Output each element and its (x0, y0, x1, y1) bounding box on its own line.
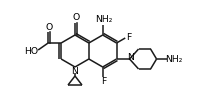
Text: O: O (72, 14, 79, 22)
Text: NH₂: NH₂ (164, 54, 181, 64)
Text: O: O (45, 22, 53, 32)
Text: N: N (71, 66, 78, 76)
Text: HO: HO (24, 46, 38, 56)
Text: F: F (126, 32, 131, 41)
Text: F: F (101, 77, 106, 87)
Text: NH₂: NH₂ (95, 15, 112, 25)
Text: N: N (126, 53, 133, 63)
